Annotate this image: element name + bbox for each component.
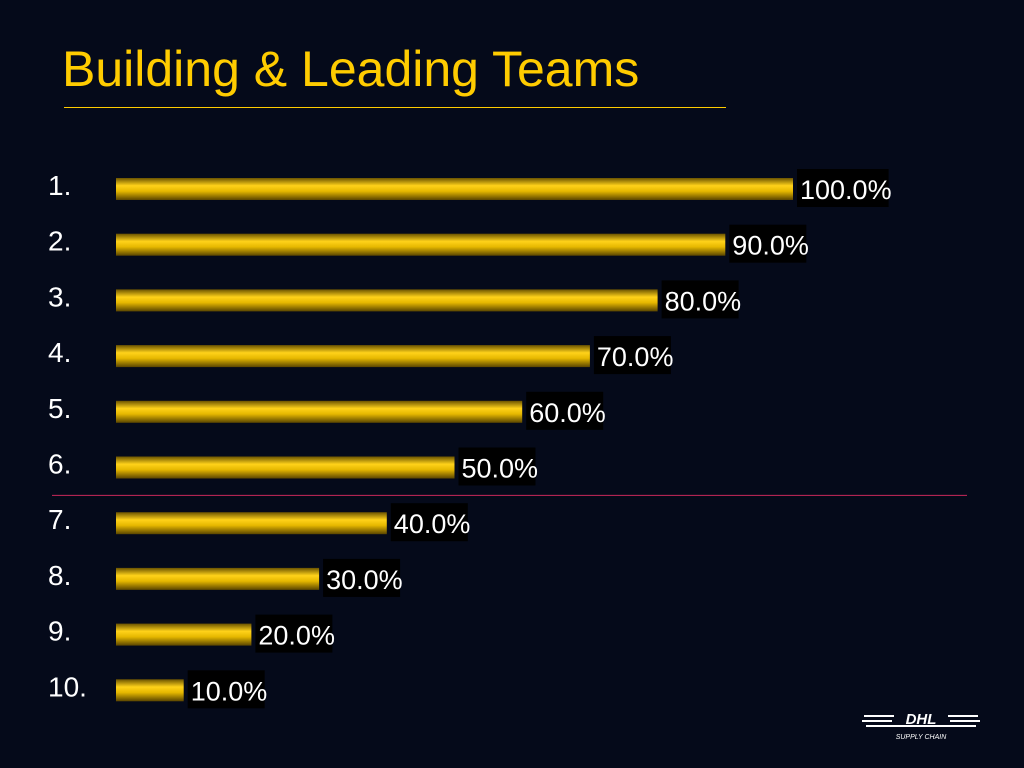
logo-tagline: SUPPLY CHAIN bbox=[896, 734, 948, 741]
data-label-background bbox=[390, 503, 468, 542]
data-label: 70.0% bbox=[597, 342, 674, 372]
data-label: 100.0% bbox=[800, 175, 892, 205]
category-label: 9. bbox=[48, 616, 71, 647]
bar bbox=[116, 178, 793, 200]
data-label: 10.0% bbox=[191, 676, 268, 706]
logo-brand: DHL bbox=[906, 712, 937, 728]
data-label: 40.0% bbox=[394, 509, 471, 539]
data-label-background bbox=[661, 280, 739, 319]
bar bbox=[116, 567, 320, 590]
data-label-background bbox=[797, 169, 889, 207]
category-label: 1. bbox=[48, 170, 71, 201]
category-label: 2. bbox=[48, 226, 71, 257]
bar bbox=[116, 400, 523, 423]
bar bbox=[116, 456, 455, 479]
data-label: 30.0% bbox=[326, 565, 403, 595]
data-label: 60.0% bbox=[529, 398, 606, 428]
bar bbox=[116, 233, 726, 256]
category-label: 3. bbox=[48, 281, 71, 312]
data-label: 80.0% bbox=[665, 286, 742, 316]
title-underline bbox=[64, 107, 726, 108]
data-label-background bbox=[255, 614, 333, 653]
category-label: 10. bbox=[48, 671, 87, 702]
data-label: 90.0% bbox=[732, 231, 809, 261]
slide-title: Building & Leading Teams bbox=[62, 41, 640, 97]
category-label: 5. bbox=[48, 393, 71, 424]
bar bbox=[116, 289, 658, 312]
bar bbox=[116, 345, 590, 368]
data-label-background bbox=[526, 391, 604, 430]
data-label-background bbox=[593, 336, 671, 375]
data-label-background bbox=[458, 447, 536, 486]
data-label: 20.0% bbox=[258, 621, 335, 651]
dhl-supply-chain-logo-icon: DHL SUPPLY CHAIN bbox=[862, 712, 980, 741]
category-label: 6. bbox=[48, 449, 71, 480]
category-label: 8. bbox=[48, 560, 71, 591]
data-label: 50.0% bbox=[462, 454, 539, 484]
bar bbox=[116, 512, 387, 535]
bar bbox=[116, 623, 252, 646]
data-label-background bbox=[187, 670, 265, 709]
data-label-background bbox=[323, 558, 401, 597]
bar bbox=[116, 679, 184, 702]
category-label: 4. bbox=[48, 337, 71, 368]
category-label: 7. bbox=[48, 504, 71, 535]
data-label-background bbox=[729, 224, 807, 263]
